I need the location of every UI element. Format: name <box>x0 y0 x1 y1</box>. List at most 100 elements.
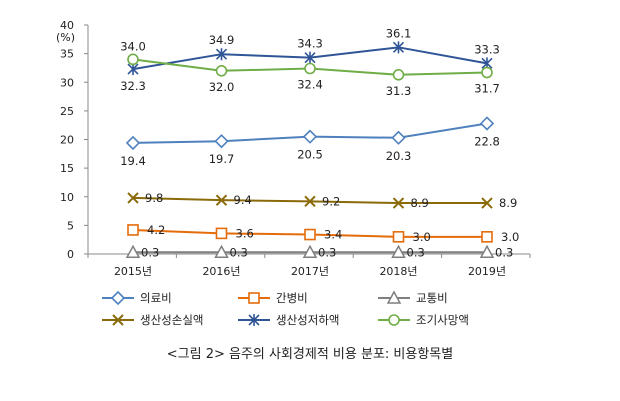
data-point <box>214 244 229 259</box>
data-point <box>127 224 139 236</box>
data-label: 31.7 <box>474 82 500 96</box>
legend-marker <box>248 314 260 326</box>
legend-marker <box>386 290 402 304</box>
series-5: 32.3 34.9 34.3 36.1 33.3 <box>120 26 500 93</box>
data-point <box>304 51 316 64</box>
series-6: 34.0 32.0 32.4 31.3 31.7 <box>120 39 500 97</box>
series-2: 4.2 3.6 3.4 3.0 3.0 <box>127 223 519 244</box>
data-label: 19.7 <box>209 152 235 166</box>
data-label: 8.9 <box>411 196 429 210</box>
series-group: 19.4 19.7 20.5 20.322.84.2 3.6 3.4 3.0 3.00.3 0.… <box>120 26 519 259</box>
legend-label: 생산성저하액 <box>276 313 339 327</box>
data-label: 34.3 <box>297 37 323 51</box>
data-point <box>479 116 495 131</box>
y-ticks: 0 5 10 15 20 25 30 35 40 <box>60 19 88 261</box>
data-point <box>392 197 405 209</box>
figure-caption: <그림 2> 음주의 사회경제적 비용 분포: 비용항목별 <box>166 347 454 362</box>
y-tick-label: 20 <box>60 134 74 147</box>
legend-item: 간병비 <box>238 291 308 305</box>
y-tick-label: 0 <box>67 248 74 261</box>
legend-label: 생산성손실액 <box>140 313 203 327</box>
data-label: 3.6 <box>236 226 254 240</box>
legend-label: 조기사망액 <box>416 313 469 327</box>
data-point <box>392 69 405 81</box>
legend-item: 생산성저하액 <box>238 313 339 327</box>
data-label: 0.3 <box>318 245 336 259</box>
series-3: 0.3 0.3 0.3 0.3 0.3 <box>125 244 513 259</box>
y-tick-label: 35 <box>60 48 74 61</box>
x-tick-label: 2018년 <box>379 265 417 278</box>
data-label: 34.9 <box>209 33 235 47</box>
chart: (%) 0 5 10 15 20 25 30 35 40 2015년 2016년 2017년 2018… <box>56 19 531 327</box>
data-point <box>304 62 316 75</box>
data-label: 0.3 <box>230 245 248 259</box>
data-label: 3.0 <box>501 230 519 244</box>
legend-label: 의료비 <box>140 291 172 305</box>
data-point <box>304 195 316 208</box>
x-ticks: 2015년 2016년 2017년 2018년 2019년 <box>87 254 531 278</box>
series-4: 9.8 9.4 9.2 8.9 8.9 <box>127 191 517 210</box>
data-point <box>302 244 318 259</box>
data-point <box>392 231 405 243</box>
data-label: 9.2 <box>322 194 340 208</box>
data-label: 33.3 <box>474 42 500 56</box>
data-point <box>479 244 495 259</box>
x-tick-label: 2015년 <box>114 265 152 278</box>
data-label: 32.3 <box>120 79 146 93</box>
data-label: 20.3 <box>386 149 412 163</box>
data-label: 20.5 <box>297 148 323 162</box>
data-label: 31.3 <box>386 84 412 98</box>
legend-item: 교통비 <box>378 290 448 305</box>
y-tick-label: 40 <box>60 19 74 32</box>
y-tick-label: 5 <box>67 219 74 232</box>
y-tick-label: 30 <box>60 76 74 89</box>
data-point <box>127 53 139 66</box>
x-tick-label: 2016년 <box>202 265 240 278</box>
legend-marker <box>112 314 124 326</box>
series-1: 19.4 19.7 20.5 20.3 22.8 <box>120 116 500 168</box>
data-label: 0.3 <box>495 245 513 259</box>
data-point <box>392 41 405 54</box>
data-point <box>481 231 493 243</box>
y-tick-label: 25 <box>60 105 74 118</box>
legend-marker <box>248 292 260 304</box>
data-label: 9.4 <box>234 193 252 207</box>
legend-item: 의료비 <box>102 290 172 306</box>
data-label: 0.3 <box>407 245 425 259</box>
data-point <box>304 228 316 241</box>
data-point <box>215 48 228 61</box>
legend-label: 교통비 <box>416 291 448 305</box>
data-label: 34.0 <box>120 39 146 53</box>
legend-item: 조기사망액 <box>378 313 469 327</box>
data-point <box>215 194 228 206</box>
data-label: 19.4 <box>120 154 146 168</box>
data-label: 9.8 <box>145 191 163 205</box>
data-label: 32.0 <box>209 80 235 94</box>
data-label: 32.4 <box>297 78 323 92</box>
y-tick-label: 10 <box>60 191 74 204</box>
data-point <box>125 244 141 259</box>
data-label: 8.9 <box>499 196 517 210</box>
data-point <box>215 227 228 240</box>
legend-item: 생산성손실액 <box>102 313 203 327</box>
data-point <box>391 130 406 145</box>
data-point <box>481 66 493 79</box>
y-tick-label: 15 <box>60 162 74 175</box>
data-point <box>391 244 406 259</box>
data-point <box>214 134 229 149</box>
legend-marker <box>110 290 126 306</box>
data-label: 0.3 <box>141 245 159 259</box>
legend-label: 간병비 <box>276 291 308 305</box>
legend-marker <box>388 314 400 326</box>
data-point <box>215 65 228 77</box>
data-point <box>127 192 139 204</box>
data-point <box>125 135 141 151</box>
data-label: 3.4 <box>324 228 342 242</box>
x-tick-label: 2017년 <box>291 265 329 278</box>
y-axis-label: (%) <box>56 31 75 44</box>
data-label: 4.2 <box>147 223 165 237</box>
data-point <box>302 129 318 144</box>
x-tick-label: 2019년 <box>468 265 506 278</box>
data-label: 3.0 <box>413 230 431 244</box>
